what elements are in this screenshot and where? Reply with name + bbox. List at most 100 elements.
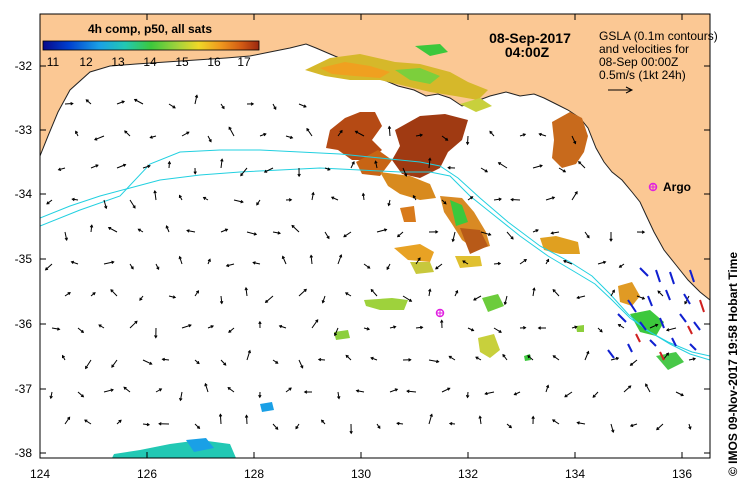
velocity-arrowhead (147, 164, 151, 169)
velocity-arrow (553, 355, 560, 361)
velocity-arrowhead (680, 393, 684, 397)
velocity-arrowhead (354, 130, 359, 134)
velocity-arrowhead (111, 260, 115, 264)
velocity-arrowhead (244, 286, 248, 291)
velocity-arrowhead (498, 197, 502, 201)
velocity-arrowhead (523, 259, 527, 263)
velocity-arrow (246, 231, 257, 235)
velocity-arrowhead (94, 137, 98, 141)
velocity-arrowhead (317, 357, 322, 362)
velocity-arrow (110, 289, 118, 297)
velocity-arrowhead (311, 191, 315, 196)
altimetry-track-segment (635, 333, 641, 343)
y-tick-label: -38 (15, 446, 33, 460)
velocity-arrow (610, 357, 619, 361)
velocity-arrow (259, 133, 266, 137)
colorbar-gradient (42, 40, 260, 51)
velocity-arrowhead (370, 356, 374, 361)
velocity-arrow (449, 355, 456, 361)
velocity-arrowhead (295, 426, 299, 430)
velocity-arrow (675, 391, 684, 396)
colorbar-tick: 17 (237, 55, 251, 69)
velocity-arrow (584, 351, 589, 361)
altimetry-track-segment (669, 271, 675, 285)
velocity-arrowhead (172, 105, 176, 109)
velocity-arrow (116, 100, 125, 105)
velocity-arrow (272, 423, 279, 430)
velocity-arrow (337, 391, 340, 399)
velocity-arrowhead (351, 161, 355, 165)
velocity-arrow (370, 289, 378, 297)
velocity-arrowhead (531, 415, 535, 420)
velocity-arrowhead (513, 392, 517, 396)
velocity-arrow (402, 167, 407, 177)
velocity-arrow (415, 134, 423, 137)
velocity-arrow (272, 231, 281, 234)
velocity-arrowhead (134, 320, 138, 324)
velocity-arrow (489, 131, 495, 137)
gsla-contours (40, 149, 710, 361)
altimetry-track-segment (659, 351, 665, 361)
velocity-arrowhead (448, 355, 452, 359)
velocity-arrow (577, 295, 586, 299)
velocity-arrow (58, 167, 66, 171)
velocity-arrowhead (602, 260, 607, 265)
velocity-arrow (564, 391, 573, 398)
velocity-arrowhead (628, 385, 632, 389)
velocity-arrowhead (92, 292, 96, 296)
velocity-arrow (597, 261, 606, 265)
velocity-arrow (441, 387, 450, 393)
velocity-arrow (630, 359, 638, 366)
velocity-arrowhead (419, 325, 424, 330)
velocity-arrowhead (576, 421, 580, 425)
velocity-arrowhead (578, 161, 582, 165)
velocity-arrowhead (303, 390, 308, 394)
argo-float-1 (648, 182, 658, 192)
argo-float-2 (435, 308, 445, 318)
velocity-arrow (545, 385, 549, 393)
velocity-arrowhead (535, 229, 539, 233)
velocity-arrowhead (503, 301, 507, 306)
velocity-arrow (77, 391, 84, 398)
velocity-arrow (310, 255, 313, 265)
velocity-arrowhead (250, 102, 255, 106)
velocity-arrow (246, 415, 248, 425)
argo-label: Argo (663, 180, 691, 194)
velocity-arrow (345, 292, 352, 297)
velocity-arrowhead (49, 395, 53, 400)
velocity-arrow (467, 135, 469, 145)
velocity-arrowhead (550, 231, 554, 235)
velocity-arrowhead (465, 394, 470, 399)
velocity-arrowhead (111, 364, 115, 368)
velocity-arrowhead (546, 258, 550, 263)
velocity-arrowhead (527, 355, 531, 359)
velocity-arrow (610, 423, 614, 433)
velocity-arrowhead (366, 327, 371, 331)
velocity-arrowhead (196, 360, 200, 365)
x-tick-label: 124 (30, 467, 50, 481)
altimetry-track-segment (689, 269, 695, 283)
velocity-arrow (50, 391, 53, 399)
velocity-arrow (636, 295, 645, 300)
velocity-arrowhead (289, 135, 294, 139)
velocity-arrowhead (435, 266, 439, 270)
velocity-arrowhead (172, 295, 177, 299)
velocity-arrow (467, 327, 474, 332)
sst-patches (112, 44, 684, 458)
velocity-arrow (181, 324, 192, 329)
colorbar-tick: 12 (79, 55, 93, 69)
velocity-arrowhead (149, 361, 153, 365)
velocity-arrow (362, 193, 365, 201)
velocity-arrowhead (84, 419, 88, 423)
velocity-arrowhead (291, 224, 295, 229)
velocity-arrow (285, 135, 293, 139)
velocity-arrow (514, 391, 521, 396)
velocity-arrow (356, 390, 365, 393)
velocity-arrow (343, 231, 352, 238)
velocity-arrowhead (275, 426, 279, 430)
x-tick-label: 130 (351, 467, 371, 481)
velocity-arrow (388, 126, 391, 137)
velocity-arrowhead (447, 387, 451, 391)
velocity-arrowhead (386, 266, 390, 271)
velocity-arrow (375, 161, 378, 169)
